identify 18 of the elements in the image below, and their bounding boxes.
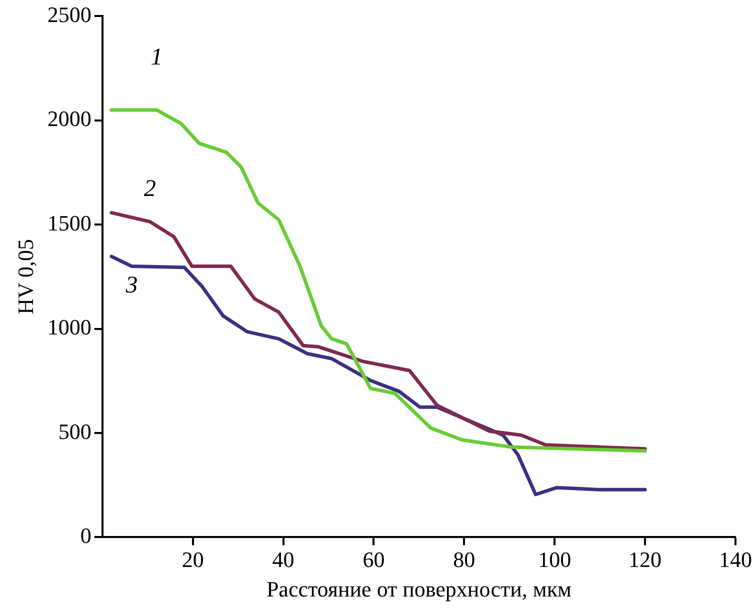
y-tick-label: 1000	[47, 314, 92, 340]
y-axis-title: HV 0,05	[12, 239, 38, 314]
x-tick-label: 100	[538, 547, 572, 572]
x-tick-label: 120	[628, 547, 662, 572]
x-tick-label: 80	[453, 547, 476, 572]
series-label: 1	[150, 44, 163, 70]
series-label: 2	[144, 176, 156, 202]
y-tick-label: 0	[80, 522, 92, 548]
x-tick-label: 40	[272, 547, 294, 572]
x-tick-label: 60	[362, 547, 385, 572]
y-tick-label: 1500	[47, 210, 92, 236]
series-label: 3	[124, 272, 138, 299]
y-tick-label: 2500	[47, 2, 92, 27]
x-tick-label: 140	[719, 547, 752, 572]
y-tick-label: 500	[58, 418, 92, 444]
x-axis-title: Расстояние от поверхности, мкм	[266, 576, 572, 602]
x-tick-label: 20	[182, 547, 204, 572]
y-tick-label: 2000	[47, 106, 92, 132]
